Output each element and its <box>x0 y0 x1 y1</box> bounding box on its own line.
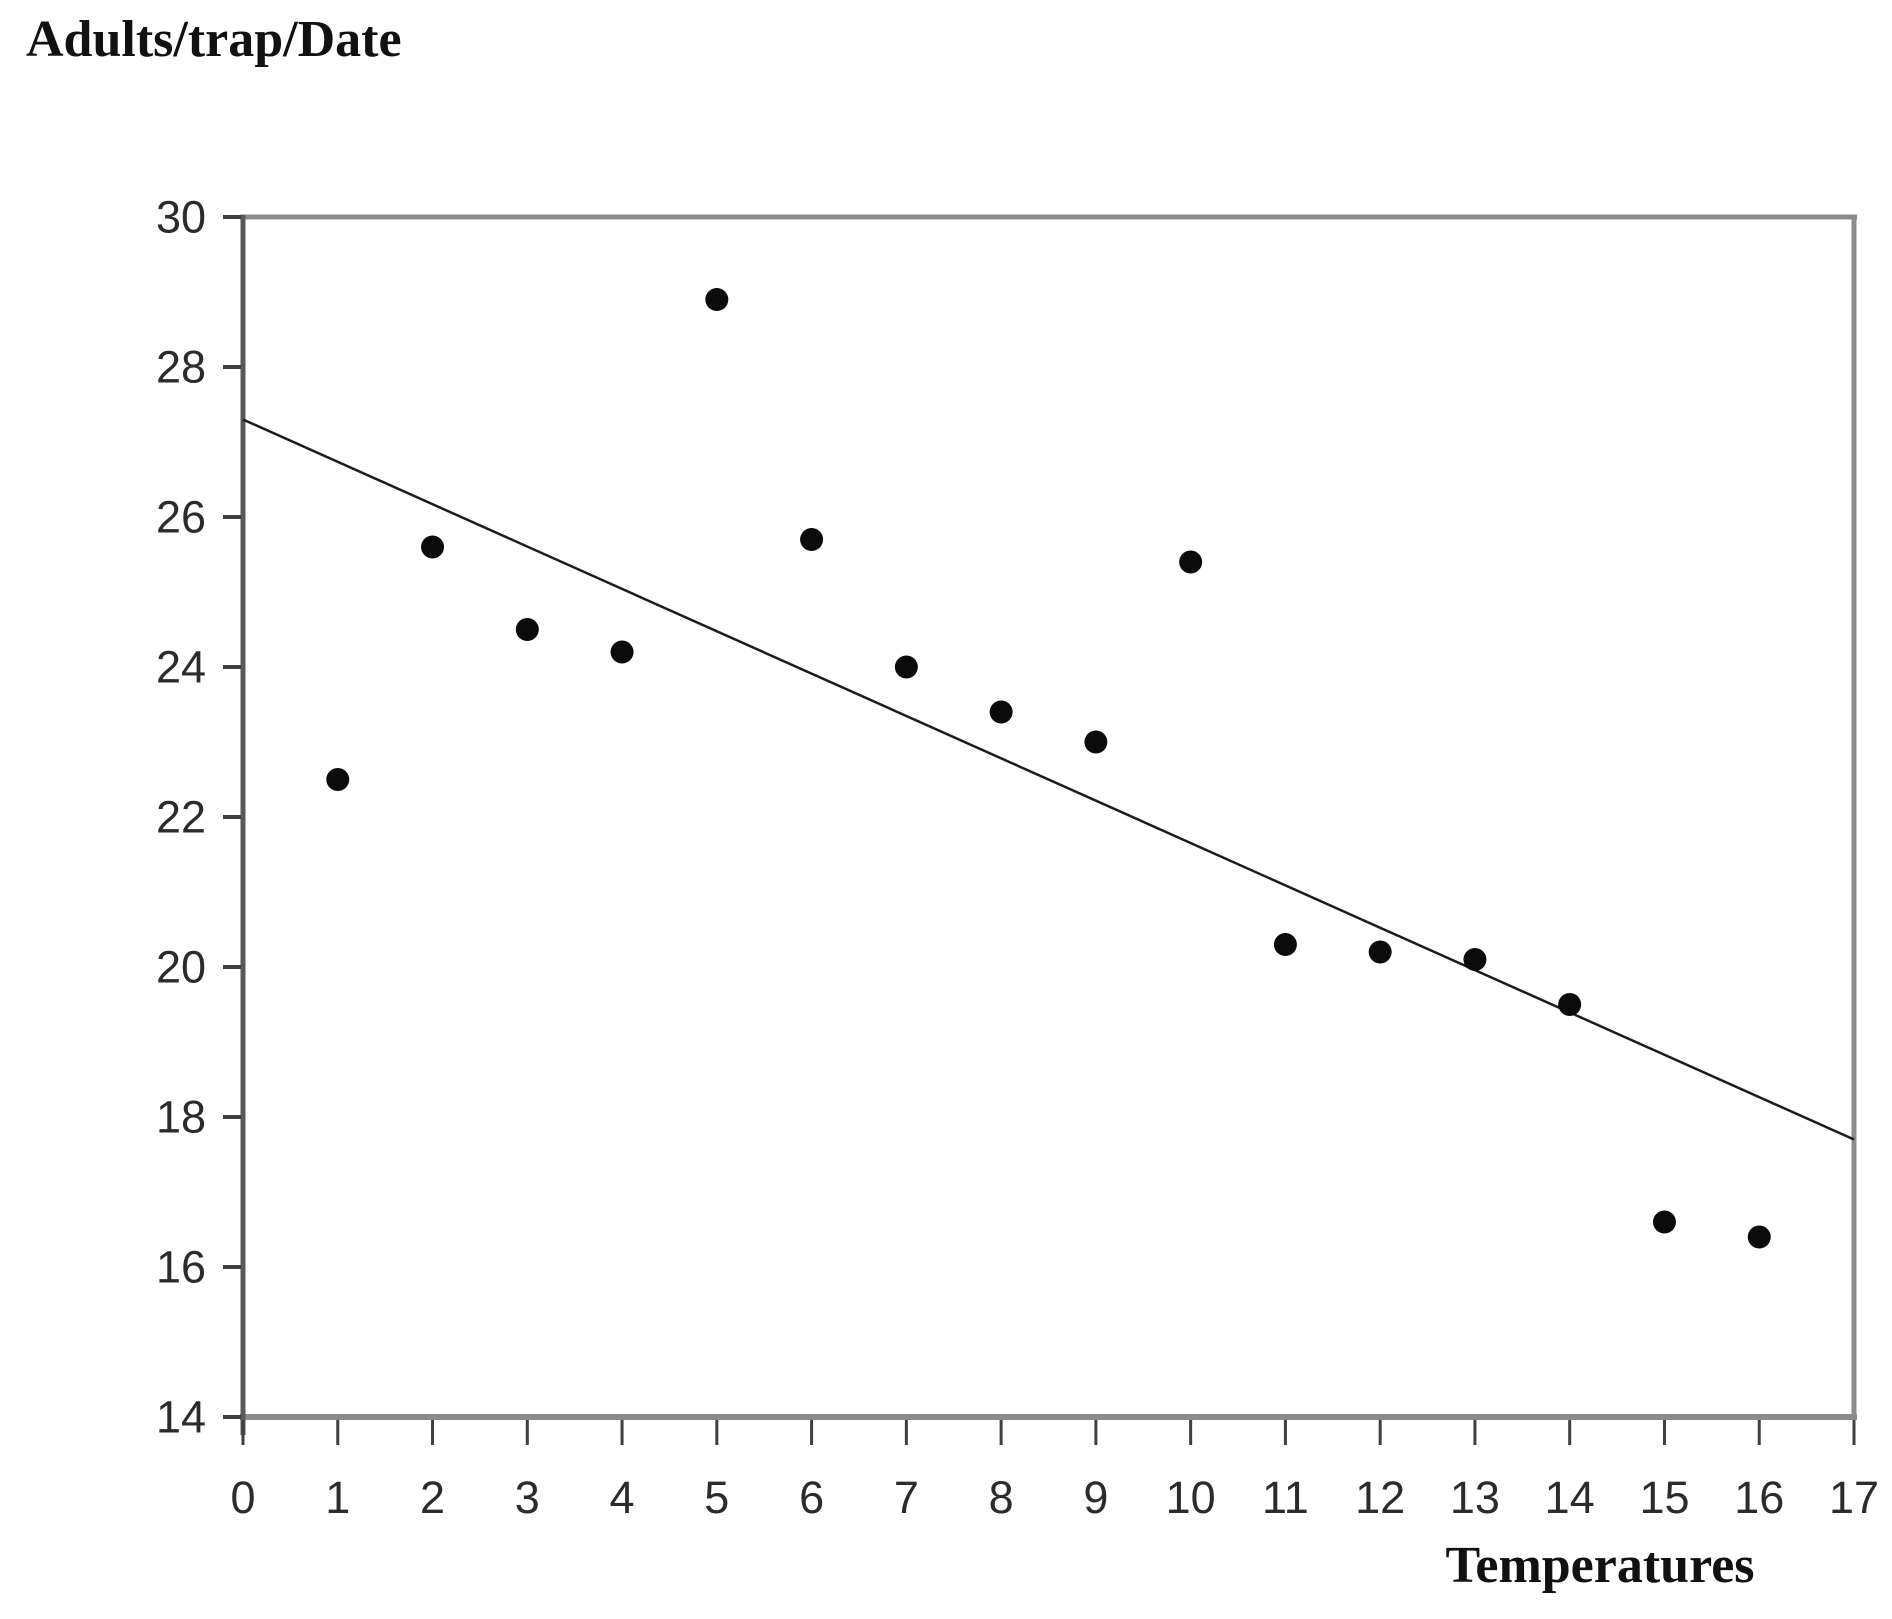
y-tick-label: 28 <box>156 342 206 393</box>
data-point <box>800 528 824 551</box>
x-tick-label: 9 <box>1083 1472 1108 1523</box>
x-tick-label: 4 <box>610 1472 635 1523</box>
y-tick-label: 30 <box>156 192 206 243</box>
y-tick-label: 24 <box>156 642 206 693</box>
data-point <box>1368 940 1392 964</box>
x-tick-label: 10 <box>1166 1472 1216 1523</box>
data-point <box>1273 933 1297 956</box>
x-tick-label: 5 <box>704 1472 729 1523</box>
trend-line <box>242 418 1855 1141</box>
x-tick-label: 14 <box>1545 1472 1595 1523</box>
x-tick-label: 15 <box>1639 1472 1689 1523</box>
data-point <box>421 535 445 559</box>
data-point <box>1747 1225 1771 1249</box>
data-point <box>326 768 350 791</box>
x-tick-label: 7 <box>894 1472 919 1523</box>
data-point <box>989 700 1013 724</box>
data-point <box>1652 1210 1676 1234</box>
x-tick-label: 8 <box>989 1472 1014 1523</box>
x-axis-title: Temperatures <box>1445 1537 1755 1594</box>
data-point <box>1179 550 1203 574</box>
x-tick-label: 3 <box>515 1472 540 1523</box>
data-point <box>894 655 918 679</box>
y-tick-label: 16 <box>156 1242 206 1293</box>
data-point <box>1558 993 1582 1016</box>
x-tick-label: 6 <box>799 1472 824 1523</box>
y-tick-label: 22 <box>156 792 206 843</box>
x-tick-label: 16 <box>1734 1472 1784 1523</box>
y-tick-label: 20 <box>156 942 206 993</box>
y-axis-title: Adults/trap/Date <box>26 11 402 68</box>
x-tick-label: 11 <box>1262 1472 1309 1523</box>
data-point <box>515 618 539 641</box>
x-tick-label: 2 <box>420 1472 445 1523</box>
y-tick-label: 14 <box>156 1392 206 1443</box>
data-point <box>1463 948 1487 971</box>
data-point <box>705 288 729 311</box>
y-tick-label: 18 <box>156 1092 206 1143</box>
x-tick-label: 1 <box>325 1472 350 1523</box>
data-point <box>610 640 634 664</box>
x-tick-label: 17 <box>1829 1472 1879 1523</box>
x-tick-label: 12 <box>1355 1472 1405 1523</box>
y-tick-label: 26 <box>156 492 206 543</box>
x-tick-label: 0 <box>230 1472 255 1523</box>
x-tick-label: 13 <box>1450 1472 1500 1523</box>
data-point <box>1084 730 1108 754</box>
